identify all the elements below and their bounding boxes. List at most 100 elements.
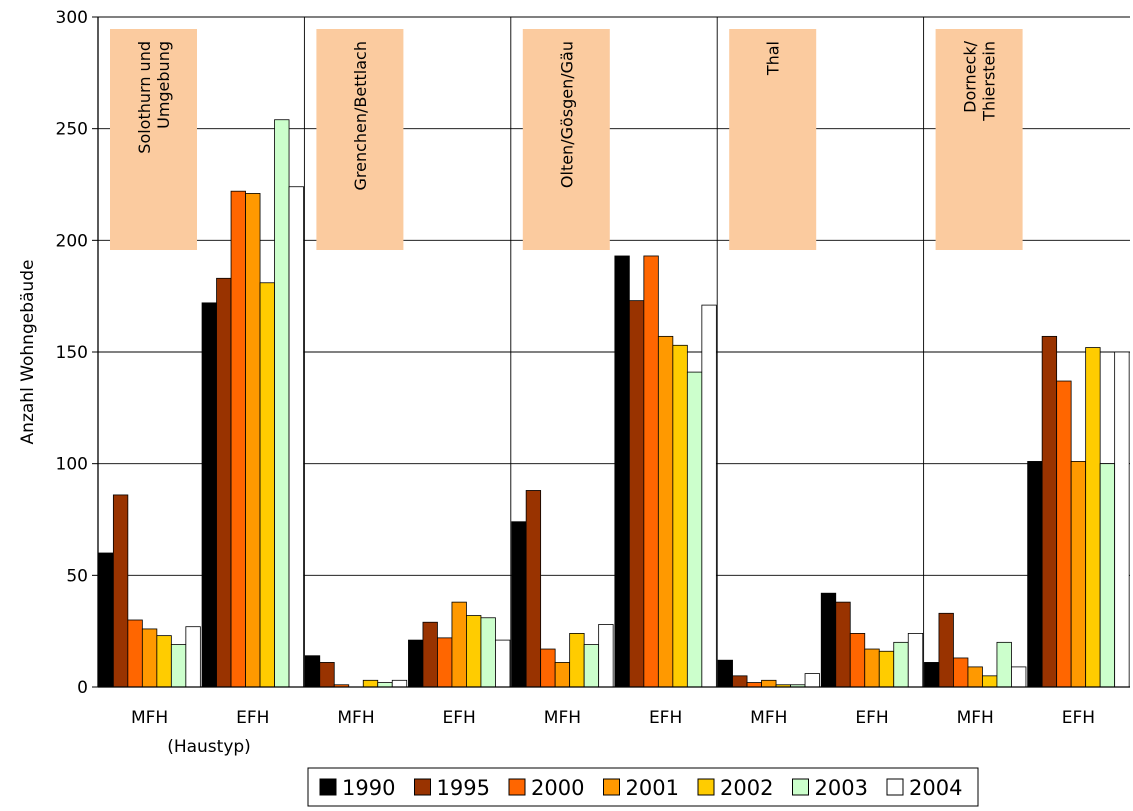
bar	[614, 255, 630, 688]
legend-item: 2001	[603, 776, 679, 800]
y-tick-label: 300	[56, 8, 88, 28]
bar	[437, 637, 453, 688]
region-label: Olten/Gösgen/Gäu	[522, 29, 610, 250]
legend-item: 2003	[792, 776, 868, 800]
bar	[525, 490, 542, 688]
y-tick-label: 250	[56, 120, 88, 140]
bar	[141, 628, 158, 688]
bar	[953, 657, 969, 688]
legend-swatch	[792, 778, 809, 796]
region-label-text: Thal	[764, 41, 783, 76]
bar	[672, 344, 688, 688]
legend: 1990 1995 2000 2001 2002 2003 2004	[307, 767, 979, 807]
x-tick-labels: MFH EFH MFH EFH MFH EFH MFH EFH MFH EFH	[131, 708, 1095, 728]
legend-label: 2002	[720, 776, 773, 800]
bar	[893, 641, 909, 688]
legend-item: 2002	[697, 776, 773, 800]
legend-label: 1995	[437, 776, 490, 800]
bar	[466, 615, 482, 688]
region-label-box	[316, 29, 404, 250]
bar	[422, 621, 438, 688]
bar	[156, 635, 172, 688]
legend-label: 2000	[531, 776, 584, 800]
legend-item: 1995	[414, 776, 490, 800]
legend-swatch	[697, 778, 715, 796]
legend-swatch	[414, 778, 431, 796]
bar	[657, 335, 674, 688]
y-tick-label: 50	[66, 566, 88, 586]
bar	[583, 644, 600, 688]
bar	[643, 255, 659, 688]
bar	[377, 682, 393, 688]
legend-swatch	[886, 778, 904, 796]
bar	[967, 666, 983, 688]
region-label-box	[935, 29, 1023, 250]
bar	[820, 592, 837, 688]
region-label-box	[729, 29, 817, 250]
bar	[598, 624, 614, 688]
region-label-text: Dorneck/Thierstein	[961, 40, 999, 121]
bar	[907, 633, 924, 688]
bar	[245, 193, 261, 688]
bar	[569, 633, 585, 688]
bar	[1041, 335, 1058, 688]
bar	[849, 633, 866, 688]
legend-label: 2004	[909, 776, 962, 800]
legend-swatch	[603, 778, 620, 796]
region-label-text: Grenchen/Bettlach	[351, 41, 370, 190]
y-tick-label: 0	[77, 678, 88, 698]
bar	[996, 641, 1012, 688]
bar	[701, 304, 717, 688]
legend-item: 2000	[508, 776, 584, 800]
bar	[628, 300, 645, 688]
bar	[686, 371, 703, 688]
x-tick-label: EFH	[855, 708, 888, 728]
bar	[554, 662, 571, 688]
legend-label: 1990	[342, 776, 395, 800]
region-label: Grenchen/Bettlach	[316, 29, 404, 250]
bar	[201, 302, 217, 688]
bar	[761, 679, 777, 688]
x-tick-label: MFH	[750, 708, 787, 728]
region-label: Dorneck/Thierstein	[935, 29, 1023, 250]
region-labels: Solothurn undUmgebung Grenchen/Bettlach Ol…	[110, 29, 1023, 250]
region-label-box	[522, 29, 610, 250]
region-label-text: Olten/Gösgen/Gäu	[557, 41, 576, 188]
bar	[216, 277, 232, 688]
bar	[938, 612, 954, 688]
bar	[1070, 461, 1087, 688]
region-label: Thal	[729, 29, 817, 250]
bar	[185, 626, 201, 688]
y-tick-label: 150	[56, 343, 88, 363]
legend-item: 2004	[886, 776, 962, 800]
bar	[495, 639, 511, 688]
bar	[259, 282, 275, 688]
bar	[804, 673, 820, 688]
x-tick-label: MFH	[957, 708, 994, 728]
bar	[835, 601, 851, 688]
bar	[1085, 347, 1101, 688]
bar	[170, 644, 187, 688]
bar	[746, 682, 762, 688]
region-label: Solothurn undUmgebung	[110, 29, 197, 250]
bar	[127, 619, 143, 688]
bar	[864, 648, 880, 688]
bar	[1027, 461, 1043, 688]
x-tick-label: EFH	[649, 708, 682, 728]
bar	[112, 494, 129, 688]
x-tick-label: MFH	[337, 708, 374, 728]
legend-swatch	[319, 778, 337, 796]
y-tick-label: 100	[56, 455, 88, 475]
bar	[274, 119, 290, 688]
region-label-box	[110, 29, 197, 250]
x-tick-label: MFH	[131, 708, 168, 728]
legend-label: 2001	[626, 776, 679, 800]
legend-label: 2003	[815, 776, 868, 800]
legend-swatch	[508, 778, 526, 796]
x-axis-label: (Haustyp)	[167, 737, 251, 757]
x-tick-label: EFH	[1062, 708, 1095, 728]
bar	[1011, 666, 1027, 688]
bar	[319, 662, 335, 688]
bar	[540, 648, 556, 688]
